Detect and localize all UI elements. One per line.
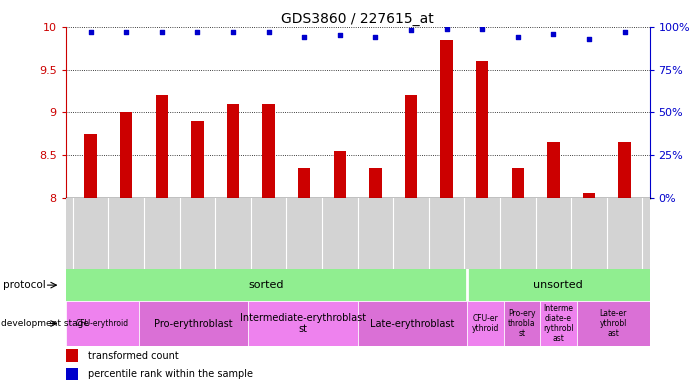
Point <box>583 36 594 42</box>
Bar <box>298 168 310 198</box>
Bar <box>440 40 453 198</box>
Text: sorted: sorted <box>249 280 284 290</box>
Bar <box>155 95 168 198</box>
Point <box>441 25 452 31</box>
Point <box>156 29 167 35</box>
Text: Late-erythroblast: Late-erythroblast <box>370 318 455 329</box>
Bar <box>66 269 467 301</box>
Text: protocol: protocol <box>3 280 46 290</box>
Point <box>619 29 630 35</box>
Title: GDS3860 / 227615_at: GDS3860 / 227615_at <box>281 12 434 26</box>
Point <box>192 29 203 35</box>
Bar <box>139 301 248 346</box>
Bar <box>511 168 524 198</box>
Point <box>263 29 274 35</box>
Point <box>334 32 346 38</box>
Bar <box>540 301 576 346</box>
Bar <box>369 168 381 198</box>
Bar <box>263 104 275 198</box>
Bar <box>467 269 650 301</box>
Bar <box>120 112 133 198</box>
Point <box>548 31 559 37</box>
Bar <box>358 301 467 346</box>
Text: Pro-erythroblast: Pro-erythroblast <box>154 318 233 329</box>
Bar <box>583 194 595 198</box>
Point <box>299 34 310 40</box>
Bar <box>66 349 79 362</box>
Text: Pro-ery
throbla
st: Pro-ery throbla st <box>508 310 536 338</box>
Bar <box>248 301 358 346</box>
Text: development stage: development stage <box>1 319 89 328</box>
Text: Interme
diate-e
rythrobl
ast: Interme diate-e rythrobl ast <box>543 305 574 343</box>
Point <box>477 25 488 31</box>
Text: Late-er
ythrobl
ast: Late-er ythrobl ast <box>599 310 627 338</box>
Point <box>85 29 96 35</box>
Text: Intermediate-erythroblast
st: Intermediate-erythroblast st <box>240 313 366 334</box>
Bar <box>84 134 97 198</box>
Bar <box>405 95 417 198</box>
Text: CFU-erythroid: CFU-erythroid <box>75 319 129 328</box>
Text: transformed count: transformed count <box>88 351 178 361</box>
Point <box>121 29 132 35</box>
Bar <box>227 104 239 198</box>
Point <box>406 27 417 33</box>
Text: CFU-er
ythroid: CFU-er ythroid <box>472 314 499 333</box>
Point <box>227 29 238 35</box>
Bar <box>334 151 346 198</box>
Bar <box>547 142 560 198</box>
Bar <box>504 301 540 346</box>
Bar <box>66 301 139 346</box>
Bar <box>576 301 650 346</box>
Point <box>512 34 523 40</box>
Point <box>370 34 381 40</box>
Bar <box>618 142 631 198</box>
Bar <box>467 301 504 346</box>
Text: percentile rank within the sample: percentile rank within the sample <box>88 369 253 379</box>
Bar <box>476 61 489 198</box>
Bar <box>66 368 79 380</box>
Bar <box>191 121 204 198</box>
Text: unsorted: unsorted <box>533 280 583 290</box>
